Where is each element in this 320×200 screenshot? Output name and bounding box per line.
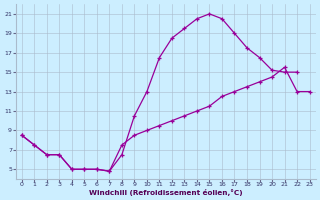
X-axis label: Windchill (Refroidissement éolien,°C): Windchill (Refroidissement éolien,°C)	[89, 189, 243, 196]
